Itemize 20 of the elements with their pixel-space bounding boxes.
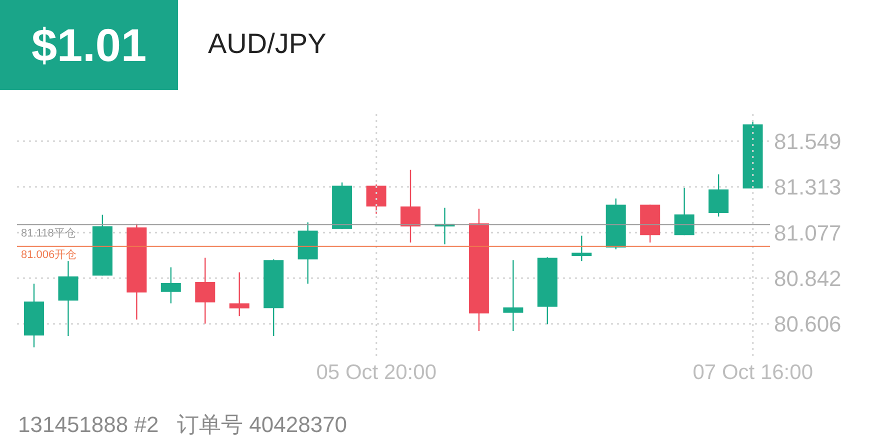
candlestick (674, 187, 694, 236)
text: $1.01 (0, 0, 178, 90)
y-tick-label: 80.606 (774, 312, 842, 337)
ref-line-label: 81.006开仓 (21, 249, 77, 262)
text: 131451888 #2 订单号 40428370 (18, 411, 348, 439)
candlestick (572, 235, 592, 262)
x-tick-label: 05 Oct 20:00 (316, 360, 437, 384)
y-tick-label: 81.077 (774, 220, 842, 246)
candlestick (195, 257, 216, 324)
candlestick (400, 169, 420, 244)
chart-title: AUD/JPY (208, 28, 326, 60)
candlestick (229, 272, 250, 317)
candlestick (160, 266, 181, 304)
x-tick-label: 07 Oct 16:00 (692, 360, 814, 384)
y-tick-label: 80.842 (774, 266, 842, 291)
y-tick-label: 81.313 (774, 174, 842, 200)
y-tick-label: 81.549 (774, 128, 842, 154)
candlestick (503, 260, 524, 332)
candlestick (708, 174, 729, 218)
ref-line-label: 81.118平仓 (21, 227, 76, 240)
